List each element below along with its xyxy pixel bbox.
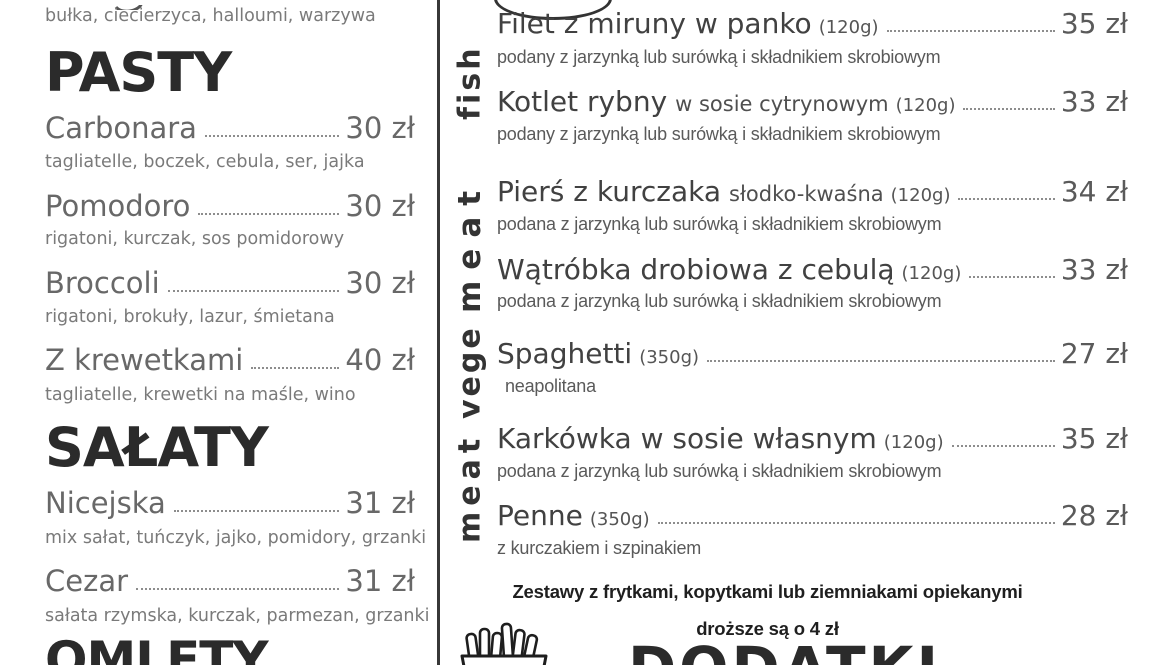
item-description: mix sałat, tuńczyk, jajko, pomidory, grz… <box>45 528 427 548</box>
item-price: 33 zł <box>1060 85 1128 118</box>
item-description: rigatoni, brokuły, lazur, śmietana <box>45 307 335 327</box>
item-name: Spaghetti <box>497 337 633 370</box>
item-price: 34 zł <box>1060 175 1128 208</box>
dotted-leader <box>958 198 1055 201</box>
item-description: rigatoni, kurczak, sos pomidorowy <box>45 229 345 249</box>
letter-fragment <box>112 0 152 10</box>
category-label-fish: fish <box>452 45 488 121</box>
dotted-leader <box>136 588 340 591</box>
item-price: 30 zł <box>345 189 415 223</box>
item-price: 27 zł <box>1060 337 1128 370</box>
item-price: 35 zł <box>1060 422 1128 455</box>
menu-item-piers-z-kurczaka: Pierś z kurczaka słodko-kwaśna (120g) 34… <box>497 175 1128 208</box>
menu-item-filet-z-miruny: Filet z miruny w panko (120g) 35 zł <box>497 7 1128 40</box>
item-description: podany z jarzynką lub surówką i składnik… <box>497 124 941 144</box>
item-price: 28 zł <box>1060 499 1128 532</box>
item-weight: (120g) <box>890 185 951 206</box>
menu-item-broccoli: Broccoli 30 zł <box>45 266 415 300</box>
item-weight: (350g) <box>639 347 700 368</box>
section-heading-salaty: SAŁATY <box>45 416 269 479</box>
dotted-leader <box>167 290 340 293</box>
menu-item-cezar: Cezar 31 zł <box>45 564 415 598</box>
item-name: Nicejska <box>45 486 166 520</box>
dotted-leader <box>657 522 1055 525</box>
menu-item-z-krewetkami: Z krewetkami 40 zł <box>45 343 415 377</box>
item-description: podana z jarzynką lub surówką i składnik… <box>497 461 942 481</box>
item-price: 30 zł <box>345 266 415 300</box>
item-price: 31 zł <box>345 564 415 598</box>
fries-icon <box>456 620 552 665</box>
section-heading-partial: OMLETY <box>45 631 269 665</box>
item-description: podana z jarzynką lub surówką i składnik… <box>497 214 942 234</box>
item-description: neapolitana <box>505 376 596 396</box>
item-weight: (120g) <box>818 17 879 38</box>
category-label-meat: meat <box>452 432 488 544</box>
menu-item-carbonara: Carbonara 30 zł <box>45 111 415 145</box>
menu-item-nicejska: Nicejska 31 zł <box>45 486 415 520</box>
dotted-leader <box>204 135 340 138</box>
item-name: Z krewetkami <box>45 343 244 377</box>
dotted-leader <box>707 360 1055 363</box>
item-description: tagliatelle, krewetki na maśle, wino <box>45 385 356 405</box>
menu-item-kotlet-rybny: Kotlet rybny w sosie cytrynowym (120g) 3… <box>497 85 1128 118</box>
item-price: 40 zł <box>345 343 415 377</box>
item-name: Pierś z kurczaka <box>497 175 721 208</box>
section-heading-pasty: PASTY <box>45 41 232 104</box>
item-price: 31 zł <box>345 486 415 520</box>
menu-item-karkowka: Karkówka w sosie własnym (120g) 35 zł <box>497 422 1128 455</box>
item-price: 33 zł <box>1060 253 1128 286</box>
dotted-leader <box>969 276 1055 279</box>
item-description: sałata rzymska, kurczak, parmezan, grzan… <box>45 606 430 626</box>
item-price: 35 zł <box>1060 7 1128 40</box>
category-label-meat: meat <box>452 179 488 313</box>
dotted-leader <box>173 510 340 513</box>
item-description: z kurczakiem i szpinakiem <box>497 538 702 558</box>
item-weight: (120g) <box>883 432 944 453</box>
item-description: tagliatelle, boczek, cebula, ser, jajka <box>45 152 365 172</box>
item-name: Filet z miruny w panko <box>497 7 812 40</box>
dotted-leader <box>963 108 1055 111</box>
section-heading-dodatki: DODATKI <box>628 639 941 665</box>
menu-item-pomodoro: Pomodoro 30 zł <box>45 189 415 223</box>
dotted-leader <box>251 367 340 370</box>
item-weight: (120g) <box>895 95 956 116</box>
item-name: Cezar <box>45 564 129 598</box>
menu-item-penne: Penne (350g) 28 zł <box>497 499 1128 532</box>
item-name: Karkówka w sosie własnym <box>497 422 877 455</box>
item-description: podana z jarzynką lub surówką i składnik… <box>497 291 942 311</box>
item-weight: (120g) <box>901 263 962 284</box>
item-name: Kotlet rybny <box>497 85 668 118</box>
item-name: Carbonara <box>45 111 197 145</box>
item-name: Broccoli <box>45 266 160 300</box>
column-divider <box>437 0 440 665</box>
sets-note-line1: Zestawy z frytkami, kopytkami lub ziemni… <box>512 581 1023 602</box>
item-weight: (350g) <box>589 509 650 530</box>
item-price: 30 zł <box>345 111 415 145</box>
item-name: Wątróbka drobiowa z cebulą <box>497 253 895 286</box>
dotted-leader <box>951 445 1055 448</box>
item-description: bułka, ciecierzyca, halloumi, warzywa <box>45 6 376 26</box>
item-qualifier: słodko-kwaśna <box>729 181 884 206</box>
category-label-vege: vege <box>452 325 488 419</box>
item-description: podany z jarzynką lub surówką i składnik… <box>497 47 941 67</box>
dotted-leader <box>886 30 1055 33</box>
dotted-leader <box>198 213 340 216</box>
item-qualifier: w sosie cytrynowym <box>675 91 889 116</box>
item-name: Pomodoro <box>45 189 191 223</box>
item-name: Penne <box>497 499 583 532</box>
sets-note-line2: droższe są o 4 zł <box>696 618 839 639</box>
menu-item-spaghetti: Spaghetti (350g) 27 zł <box>497 337 1128 370</box>
menu-item-watrobka: Wątróbka drobiowa z cebulą (120g) 33 zł <box>497 253 1128 286</box>
